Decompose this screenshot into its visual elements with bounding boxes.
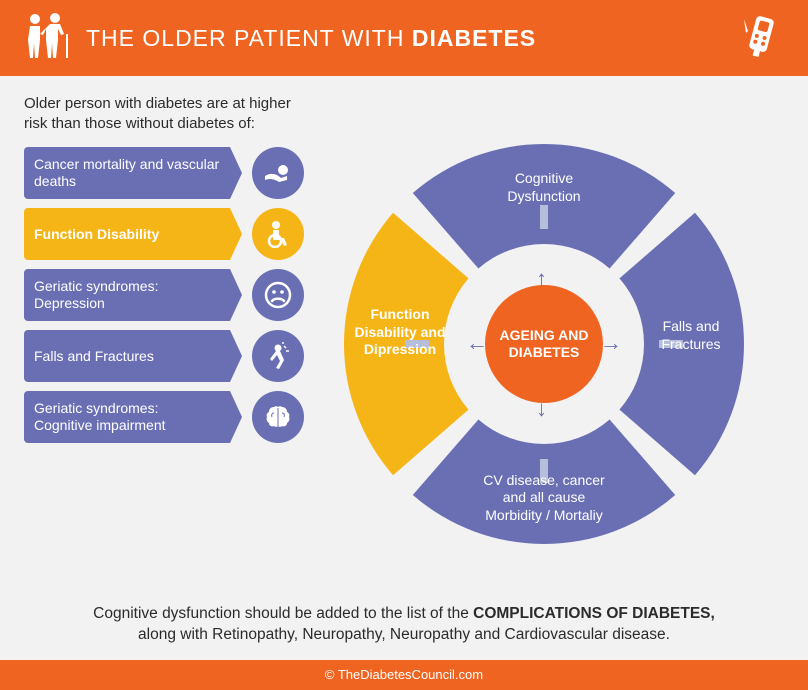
arrow-up-icon: ↑	[536, 266, 547, 292]
risk-label: Cancer mortality and vascular deaths	[24, 147, 230, 199]
bottom-text: Cognitive dysfunction should be added to…	[0, 604, 808, 660]
footer: © TheDiabetesCouncil.com	[0, 660, 808, 690]
sad-face-icon	[252, 269, 304, 321]
donut-segment-label: Falls and Fractures	[646, 318, 736, 353]
left-column: Older person with diabetes are at higher…	[24, 94, 304, 594]
header: THE OLDER PATIENT WITH DIABETES	[0, 0, 808, 76]
brain-icon	[252, 391, 304, 443]
risk-label: Falls and Fractures	[24, 330, 230, 382]
donut-segment-label: CV disease, cancer and all cause Morbidi…	[474, 472, 614, 525]
wheelchair-icon	[252, 208, 304, 260]
arrow-right-icon: →	[600, 330, 622, 356]
risk-label: Geriatic syndromes: Cognitive impairment	[24, 391, 230, 443]
glucose-meter-icon	[738, 13, 784, 64]
elderly-icon	[24, 12, 70, 65]
page-title: THE OLDER PATIENT WITH DIABETES	[86, 25, 536, 52]
arrow-left-icon: ←	[466, 330, 488, 356]
fall-stick-icon	[252, 330, 304, 382]
donut-chart: AGEING AND DIABETES ↑ → ↓ ← Cognitive Dy…	[334, 134, 754, 554]
intro-text: Older person with diabetes are at higher…	[24, 94, 304, 133]
risk-list: Cancer mortality and vascular deaths Func…	[24, 147, 304, 443]
risk-item: Cancer mortality and vascular deaths	[24, 147, 304, 199]
right-column: AGEING AND DIABETES ↑ → ↓ ← Cognitive Dy…	[304, 94, 784, 594]
arrow-down-icon: ↓	[536, 396, 547, 422]
risk-label: Function Disability	[24, 208, 230, 260]
gap-connector	[540, 205, 548, 229]
header-left: THE OLDER PATIENT WITH DIABETES	[24, 12, 536, 65]
risk-item: Function Disability	[24, 208, 304, 260]
donut-center: AGEING AND DIABETES	[485, 285, 603, 403]
risk-item: Geriatic syndromes: Cognitive impairment	[24, 391, 304, 443]
person-fall-icon	[252, 147, 304, 199]
risk-item: Falls and Fractures	[24, 330, 304, 382]
risk-item: Geriatic syndromes: Depression	[24, 269, 304, 321]
main-content: Older person with diabetes are at higher…	[0, 76, 808, 604]
footer-text: © TheDiabetesCouncil.com	[325, 667, 483, 682]
donut-segment-label: Cognitive Dysfunction	[484, 170, 604, 205]
risk-label: Geriatic syndromes: Depression	[24, 269, 230, 321]
donut-segment-label: Function Disability and Dipression	[350, 306, 450, 359]
